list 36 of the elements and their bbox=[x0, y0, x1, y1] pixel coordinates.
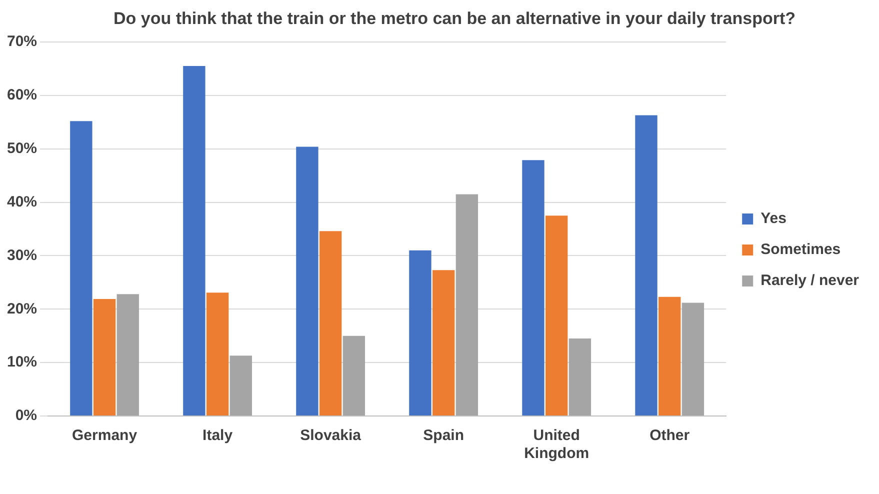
chart-title: Do you think that the train or the metro can be an alternative in your daily transport? bbox=[112, 8, 796, 30]
bar bbox=[319, 231, 342, 416]
x-tick-label: Spain bbox=[423, 427, 464, 444]
bar bbox=[230, 356, 252, 416]
bar bbox=[682, 302, 704, 416]
y-tick-label: 30% bbox=[6, 246, 38, 264]
y-tick-label: 40% bbox=[6, 193, 38, 210]
bar bbox=[206, 292, 229, 416]
y-tick-label: 70% bbox=[6, 33, 38, 50]
x-tick-label: Slovakia bbox=[300, 427, 362, 444]
legend-label: Rarely / never bbox=[760, 272, 860, 290]
y-tick-label: 60% bbox=[6, 86, 38, 104]
y-tick-label: 50% bbox=[6, 140, 38, 157]
bar bbox=[635, 115, 658, 416]
bar bbox=[342, 336, 366, 416]
bar bbox=[432, 270, 455, 416]
bar bbox=[522, 160, 544, 416]
bar bbox=[658, 296, 681, 416]
bar bbox=[296, 146, 318, 416]
legend-label: Sometimes bbox=[760, 241, 841, 258]
y-tick-label: 20% bbox=[6, 300, 38, 318]
x-tick-label: Germany bbox=[72, 427, 138, 444]
bar bbox=[70, 121, 92, 416]
bar bbox=[456, 194, 478, 416]
bar bbox=[545, 216, 568, 416]
y-tick-label: 0% bbox=[15, 407, 38, 424]
bar bbox=[409, 250, 432, 416]
x-tick-label: Italy bbox=[202, 427, 234, 444]
y-tick-label: 10% bbox=[6, 354, 38, 371]
legend-label: Yes bbox=[760, 210, 786, 228]
bar bbox=[183, 66, 206, 416]
bar bbox=[116, 294, 139, 416]
bar bbox=[93, 298, 116, 416]
x-tick-label: Other bbox=[650, 427, 690, 444]
bar bbox=[568, 338, 592, 416]
x-tick-label: United Kingdom bbox=[524, 427, 590, 462]
